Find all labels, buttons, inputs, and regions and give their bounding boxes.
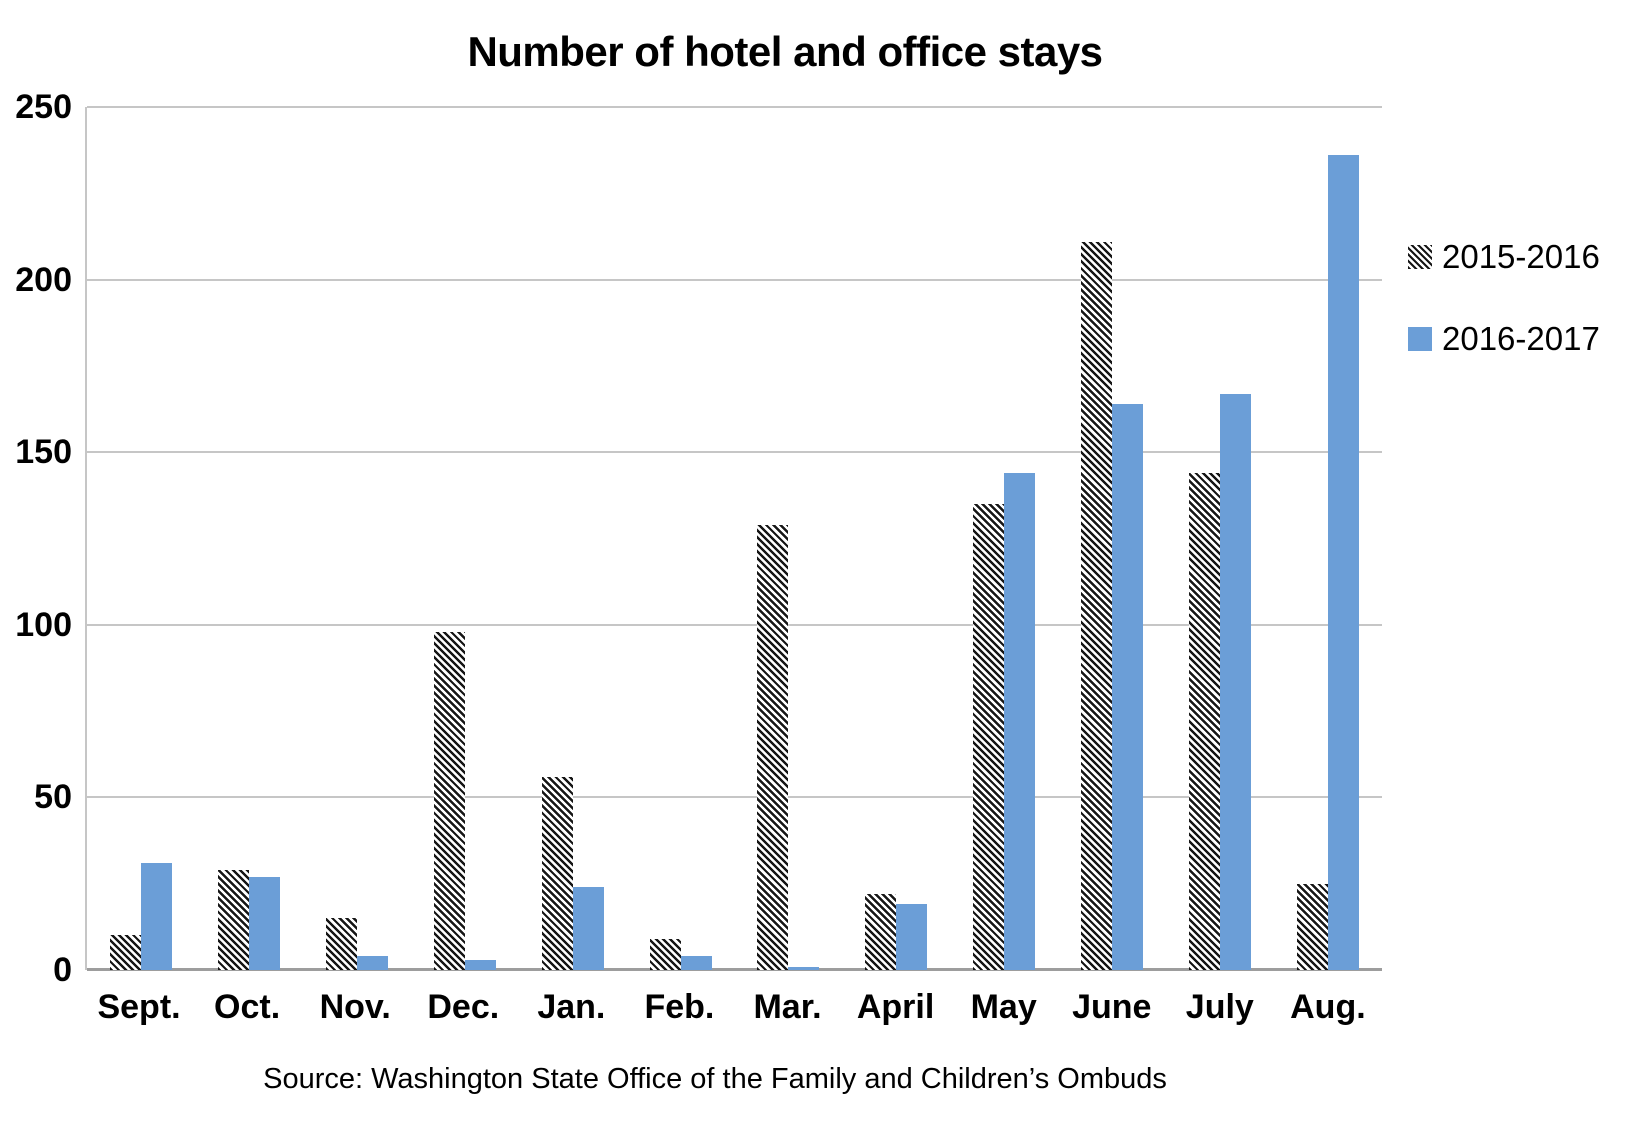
x-axis-label-oct: Oct. <box>214 988 281 1026</box>
legend: 2015-2016 2016-2017 <box>1408 238 1600 402</box>
bar-2016-2017-june <box>1112 403 1144 970</box>
bar-2016-2017-sept <box>140 863 172 970</box>
x-axis-label-mar: Mar. <box>753 988 822 1026</box>
legend-swatch-blue-icon <box>1408 327 1432 351</box>
bar-group-july <box>1166 107 1274 970</box>
legend-label: 2015-2016 <box>1442 238 1600 275</box>
gridline-250 <box>87 106 1382 108</box>
gridline-150 <box>87 451 1382 454</box>
x-axis-label-april: April <box>856 988 935 1026</box>
gridline-0 <box>87 968 1382 971</box>
bar-2015-2016-april <box>865 894 897 970</box>
y-tick-label-0: 0 <box>53 951 72 989</box>
gridline-200 <box>87 278 1382 281</box>
bar-2015-2016-sept <box>109 935 141 970</box>
x-axis-label-june: June <box>1072 988 1152 1026</box>
bar-2015-2016-may <box>973 503 1005 970</box>
bar-group-nov <box>303 107 411 970</box>
bar-group-april <box>842 107 950 970</box>
bar-group-oct <box>195 107 303 970</box>
x-axis-label-july: July <box>1185 988 1254 1026</box>
y-axis: 0 50 100 150 200 250 <box>0 90 72 987</box>
bar-2015-2016-dec <box>433 631 465 970</box>
bar-2015-2016-oct <box>217 869 249 970</box>
bar-group-dec <box>411 107 519 970</box>
legend-swatch-hatched-icon <box>1408 245 1432 269</box>
y-tick-label-100: 100 <box>15 605 72 644</box>
plot-area <box>85 106 1382 971</box>
x-axis-label-may: May <box>970 988 1037 1026</box>
x-axis-label-nov: Nov. <box>319 988 391 1026</box>
bar-2016-2017-may <box>1004 472 1036 970</box>
y-tick-label-150: 150 <box>15 433 72 472</box>
x-axis-label-jan: Jan. <box>537 988 606 1026</box>
bar-group-june <box>1058 107 1166 970</box>
x-axis-label-aug: Aug. <box>1290 988 1366 1026</box>
bar-2015-2016-july <box>1189 472 1221 970</box>
bar-2015-2016-nov <box>325 918 357 970</box>
bar-2016-2017-dec <box>464 959 496 970</box>
bar-2016-2017-mar <box>788 966 820 970</box>
bar-group-mar <box>735 107 843 970</box>
bar-2016-2017-july <box>1220 393 1252 970</box>
chart-title: Number of hotel and office stays <box>467 28 1103 75</box>
bar-2016-2017-april <box>896 904 928 970</box>
gridline-100 <box>87 623 1382 626</box>
bar-2015-2016-mar <box>757 524 789 970</box>
bars-row <box>87 107 1382 970</box>
bar-2015-2016-jan <box>541 776 573 970</box>
bar-2015-2016-feb <box>649 938 681 970</box>
x-axis-label-dec: Dec. <box>427 988 500 1026</box>
bar-2016-2017-feb <box>680 956 712 970</box>
y-tick-label-250: 250 <box>15 88 72 126</box>
bar-group-jan <box>519 107 627 970</box>
x-axis-label-feb: Feb. <box>644 988 715 1026</box>
bar-2015-2016-june <box>1081 241 1113 970</box>
bar-2016-2017-jan <box>572 887 604 970</box>
legend-item-2016-2017: 2016-2017 <box>1408 320 1600 358</box>
bar-2016-2017-aug <box>1328 155 1360 970</box>
x-axis-labels: Sept. Oct. Nov. Dec. Jan. Feb. Mar. April May Jun… <box>85 988 1382 1027</box>
bar-2016-2017-oct <box>248 876 280 970</box>
source-caption: Source: Washington State Office of the F… <box>263 1063 1167 1095</box>
y-tick-label-200: 200 <box>15 260 72 299</box>
bar-group-feb <box>627 107 735 970</box>
bar-group-sept <box>87 107 195 970</box>
gridline-50 <box>87 796 1382 799</box>
bar-group-aug <box>1274 107 1382 970</box>
bar-2015-2016-aug <box>1297 883 1329 970</box>
bar-group-may <box>950 107 1058 970</box>
y-tick-label-50: 50 <box>34 778 72 817</box>
legend-item-2015-2016: 2015-2016 <box>1408 238 1600 276</box>
bar-2016-2017-nov <box>356 956 388 970</box>
x-axis-label-sept: Sept. <box>97 988 181 1026</box>
legend-label: 2016-2017 <box>1442 320 1600 357</box>
